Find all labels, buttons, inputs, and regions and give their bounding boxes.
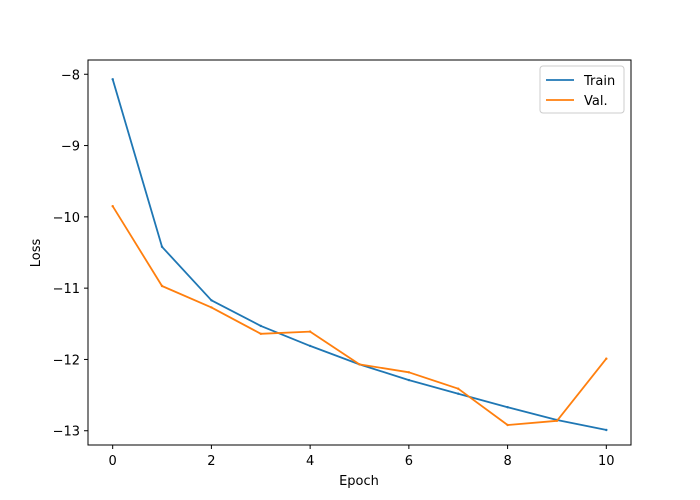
legend: Train Val. xyxy=(539,65,625,114)
y-axis: −8 −9 −10 −11 −12 −13 xyxy=(53,68,88,440)
data-point-train xyxy=(407,378,411,382)
y-tick-label: −10 xyxy=(53,211,80,226)
legend-box xyxy=(539,65,625,114)
data-point-val xyxy=(407,371,411,374)
data-point-train xyxy=(457,392,460,395)
x-axis: 0 2 4 6 8 10 xyxy=(109,445,615,469)
data-point-train xyxy=(506,406,509,409)
data-point-train xyxy=(111,78,114,81)
data-point-train xyxy=(308,344,312,348)
data-point-val xyxy=(259,332,262,335)
x-tick-label: 4 xyxy=(306,454,314,469)
data-point-val xyxy=(555,419,559,422)
data-point-val xyxy=(210,306,213,309)
y-tick-label: −12 xyxy=(53,353,80,368)
data-point-train xyxy=(605,428,608,432)
series-layer xyxy=(111,78,608,432)
y-axis-label: Loss xyxy=(29,239,44,268)
legend-label-train: Train xyxy=(583,74,615,89)
data-point-val xyxy=(308,330,312,333)
data-point-val xyxy=(605,357,608,360)
x-tick-label: 0 xyxy=(109,454,117,469)
y-tick-label: −11 xyxy=(53,282,80,297)
x-tick-label: 8 xyxy=(503,454,511,469)
data-point-train xyxy=(210,299,213,302)
x-tick-label: 6 xyxy=(405,454,413,469)
data-point-val xyxy=(457,387,460,390)
y-tick-label: −9 xyxy=(61,140,80,155)
legend-label-val: Val. xyxy=(584,94,608,109)
y-tick-label: −8 xyxy=(61,68,80,83)
data-point-train xyxy=(259,324,262,328)
x-tick-label: 2 xyxy=(207,454,215,469)
x-axis-label: Epoch xyxy=(339,474,379,489)
data-point-val xyxy=(160,284,164,288)
data-point-val xyxy=(506,423,509,427)
y-tick-label: −13 xyxy=(53,425,80,440)
data-point-train xyxy=(160,245,164,248)
x-tick-label: 10 xyxy=(598,454,615,469)
data-point-val xyxy=(111,205,114,208)
data-point-val xyxy=(358,363,361,366)
plot-frame xyxy=(87,59,632,446)
